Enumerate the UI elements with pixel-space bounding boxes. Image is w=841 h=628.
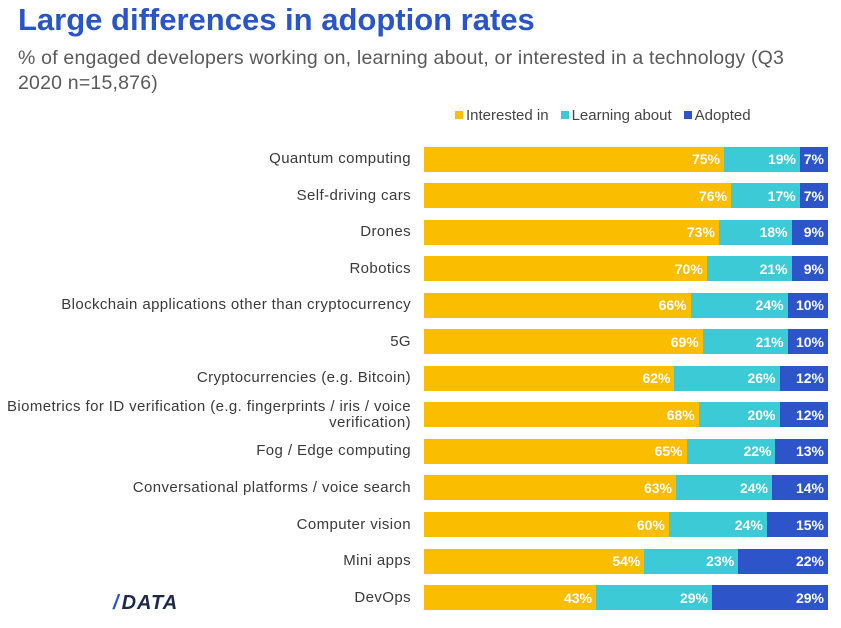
- bar-segment-learning: 22%: [686, 438, 776, 464]
- bar-row: 54% 23% 22%: [424, 548, 828, 574]
- bar-segment-learning: 23%: [644, 548, 739, 574]
- legend-item-interested: Interested in: [455, 107, 549, 124]
- legend-label-learning: Learning about: [571, 106, 672, 124]
- category-label: Robotics: [349, 259, 411, 277]
- legend-label-adopted: Adopted: [694, 106, 751, 124]
- bar-segment-interested: 54%: [424, 548, 645, 574]
- bar-segment-interested: 68%: [424, 402, 699, 428]
- bar-row: 66% 24% 10%: [424, 292, 828, 318]
- bar-segment-interested: 70%: [424, 256, 707, 282]
- bar-row: 70% 21% 9%: [424, 256, 828, 282]
- bar-segment-interested: 66%: [424, 292, 691, 318]
- legend-swatch-interested: [455, 111, 463, 119]
- bar-row: 69% 21% 10%: [424, 329, 828, 355]
- bar-segment-learning: 19%: [724, 146, 800, 172]
- bar-row: 62% 26% 12%: [424, 365, 828, 391]
- bar-segment-adopted: 22%: [738, 548, 828, 574]
- category-label: Conversational platforms / voice search: [132, 478, 411, 496]
- legend-swatch-adopted: [683, 111, 692, 119]
- category-label: Drones: [360, 223, 411, 241]
- bar-row: 65% 22% 13%: [424, 438, 828, 464]
- bar-segment-learning: 29%: [596, 585, 712, 611]
- category-label: Mini apps: [343, 552, 411, 570]
- bar-row: 73% 18% 9%: [424, 219, 828, 245]
- bar-segment-adopted: 7%: [799, 183, 828, 209]
- legend: Interested in Learning about Adopted: [455, 106, 763, 124]
- bar-segment-adopted: 15%: [766, 512, 828, 537]
- bar-segment-learning: 24%: [676, 475, 772, 501]
- category-label: Quantum computing: [269, 150, 411, 167]
- bar-row: 43% 29% 29%: [424, 585, 828, 611]
- category-label: Cryptocurrencies (e.g. Bitcoin): [196, 369, 411, 387]
- bar-segment-learning: 20%: [698, 402, 780, 428]
- category-label: Biometrics for ID verification (e.g. fin…: [6, 397, 411, 431]
- bar-row: 76% 17% 7%: [424, 183, 828, 209]
- bar-segment-adopted: 14%: [772, 475, 828, 501]
- bar-segment-interested: 65%: [424, 438, 687, 464]
- bar-segment-adopted: 7%: [800, 146, 828, 172]
- category-label: Blockchain applications other than crypt…: [61, 296, 411, 314]
- bar-segment-adopted: 12%: [779, 402, 828, 428]
- bar-segment-interested: 60%: [424, 512, 669, 537]
- bar-segment-interested: 69%: [424, 329, 703, 355]
- category-label: DevOps: [354, 588, 411, 606]
- bar-segment-learning: 24%: [668, 512, 767, 537]
- idata-logo: / DATA: [113, 592, 178, 614]
- bar-segment-interested: 75%: [424, 146, 724, 172]
- bar-segment-interested: 63%: [424, 475, 676, 501]
- bar-segment-learning: 26%: [674, 365, 780, 391]
- category-label: Fog / Edge computing: [256, 442, 411, 460]
- bar-segment-learning: 24%: [690, 292, 788, 318]
- bar-segment-adopted: 9%: [791, 219, 828, 245]
- bar-segment-learning: 17%: [731, 183, 800, 209]
- bar-segment-adopted: 13%: [775, 438, 828, 464]
- bar-row: 75% 19% 7%: [424, 146, 828, 172]
- bar-segment-interested: 76%: [424, 183, 732, 209]
- category-label: Self-driving cars: [296, 186, 411, 204]
- legend-swatch-learning: [560, 111, 569, 119]
- legend-item-learning: Learning about: [560, 106, 672, 124]
- bar-row: 68% 20% 12%: [424, 402, 828, 428]
- bar-row: 63% 24% 14%: [424, 475, 828, 501]
- logo-text: DATA: [121, 591, 179, 614]
- legend-label-interested: Interested in: [466, 106, 549, 124]
- bar-segment-adopted: 12%: [779, 365, 828, 391]
- category-label: 5G: [390, 332, 411, 350]
- bar-segment-learning: 21%: [706, 256, 792, 282]
- chart-title: Large differences in adoption rates: [18, 2, 535, 37]
- category-label: Computer vision: [296, 515, 411, 533]
- bar-segment-adopted: 9%: [791, 256, 828, 282]
- chart-subtitle: % of engaged developers working on, lear…: [18, 47, 785, 94]
- bar-segment-interested: 43%: [424, 585, 596, 611]
- bar-row: 60% 24% 15%: [424, 512, 828, 537]
- bar-segment-adopted: 29%: [712, 585, 828, 611]
- bar-segment-learning: 18%: [718, 219, 792, 245]
- bar-segment-adopted: 10%: [787, 329, 828, 355]
- bar-segment-learning: 21%: [702, 329, 788, 355]
- bar-segment-interested: 62%: [424, 365, 675, 391]
- bar-segment-adopted: 10%: [787, 292, 828, 318]
- bar-segment-interested: 73%: [424, 219, 719, 245]
- legend-item-adopted: Adopted: [683, 106, 751, 124]
- logo-slash: /: [113, 591, 120, 614]
